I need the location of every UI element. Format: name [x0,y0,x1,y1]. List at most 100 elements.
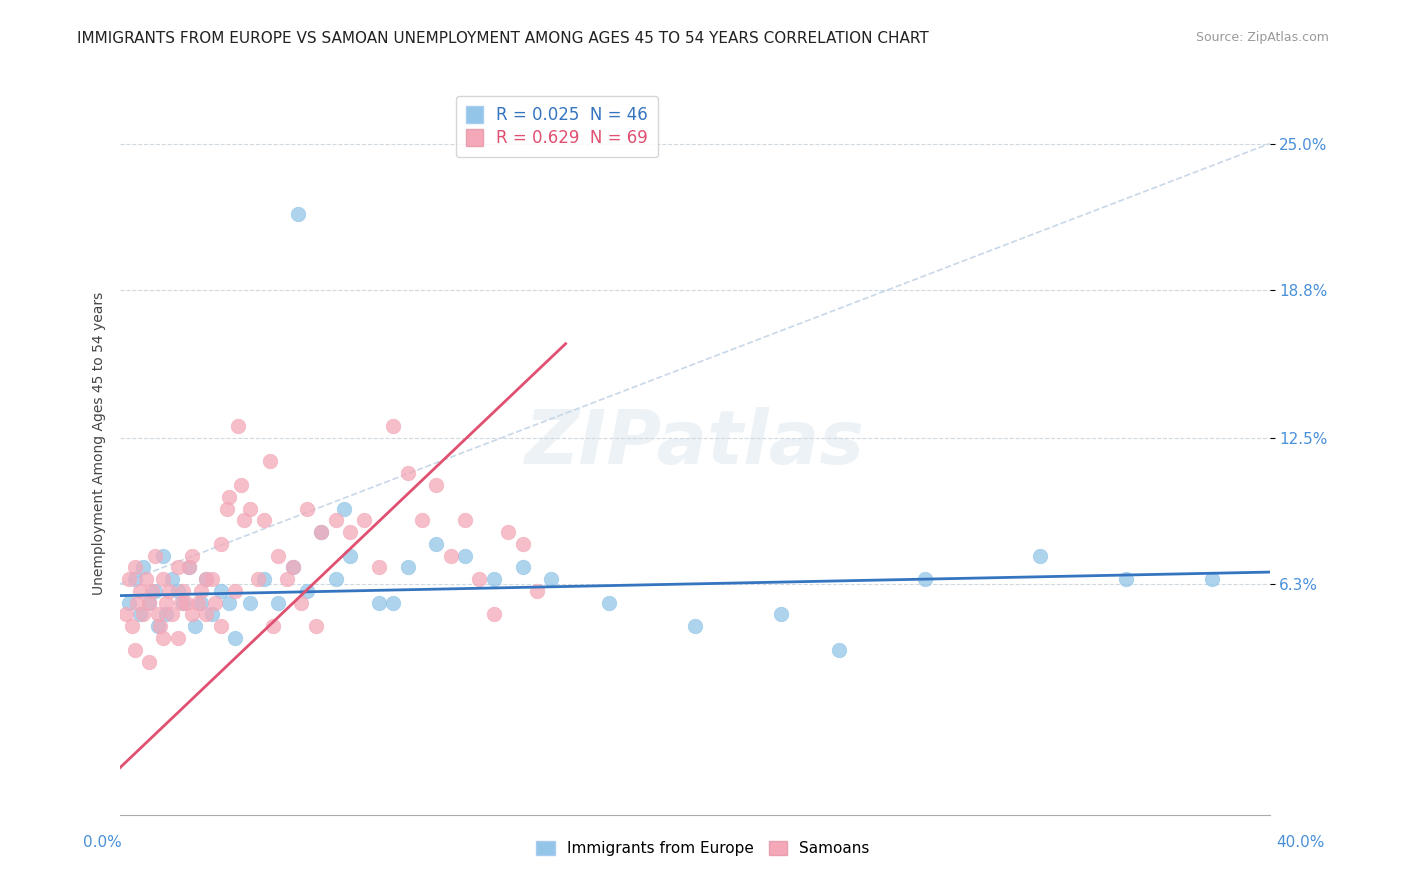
Point [129,583,152,598]
Legend: R = 0.025  N = 46, R = 0.629  N = 69: R = 0.025 N = 46, R = 0.629 N = 69 [456,96,658,158]
Point [155,596,177,610]
Point [209,583,232,598]
Point [190,583,212,598]
Point [146,619,169,633]
Point [253,513,276,527]
Point [138,655,160,669]
Point [143,583,166,598]
Point [382,596,405,610]
Point [179,560,201,574]
Point [598,596,620,610]
Point [526,583,548,598]
Point [683,619,706,633]
Text: ZIPatlas: ZIPatlas [524,408,865,480]
Point [195,572,218,586]
Point [143,549,166,563]
Point [1201,572,1223,586]
Point [124,572,146,586]
Point [160,572,183,586]
Point [172,583,194,598]
Point [121,619,143,633]
Point [512,537,534,551]
Point [304,619,326,633]
Point [129,607,152,622]
Point [259,454,281,468]
Point [138,596,160,610]
Point [267,549,290,563]
Point [396,560,419,574]
Point [184,619,207,633]
Point [396,466,419,480]
Point [512,560,534,574]
Text: Source: ZipAtlas.com: Source: ZipAtlas.com [1195,31,1329,45]
Point [124,642,146,657]
Point [311,524,333,539]
Point [224,583,246,598]
Point [218,490,240,504]
Point [152,572,174,586]
Point [367,596,389,610]
Legend: Immigrants from Europe, Samoans: Immigrants from Europe, Samoans [530,835,876,862]
Point [339,524,361,539]
Point [325,513,347,527]
Point [238,596,260,610]
Point [333,501,356,516]
Point [229,478,252,492]
Point [149,619,172,633]
Point [411,513,433,527]
Point [226,419,249,434]
Point [247,572,270,586]
Point [152,631,174,645]
Point [267,596,290,610]
Point [160,607,183,622]
Point [382,419,405,434]
Point [209,619,232,633]
Point [276,572,298,586]
Point [201,572,224,586]
Point [135,572,157,586]
Point [141,583,163,598]
Text: 40.0%: 40.0% [1277,836,1324,850]
Point [166,631,188,645]
Point [172,596,194,610]
Y-axis label: Unemployment Among Ages 45 to 54 years: Unemployment Among Ages 45 to 54 years [93,293,107,595]
Point [281,560,304,574]
Point [468,572,491,586]
Point [1029,549,1052,563]
Point [311,524,333,539]
Text: 0.0%: 0.0% [83,836,122,850]
Point [827,642,849,657]
Point [224,631,246,645]
Point [482,607,505,622]
Point [232,513,254,527]
Point [166,560,188,574]
Point [181,607,204,622]
Point [440,549,463,563]
Point [166,583,188,598]
Point [218,596,240,610]
Point [201,607,224,622]
Point [187,596,209,610]
Point [287,207,309,221]
Point [179,560,201,574]
Point [295,501,318,516]
Point [1115,572,1137,586]
Point [118,596,141,610]
Point [482,572,505,586]
Point [454,549,477,563]
Point [367,560,389,574]
Text: IMMIGRANTS FROM EUROPE VS SAMOAN UNEMPLOYMENT AMONG AGES 45 TO 54 YEARS CORRELAT: IMMIGRANTS FROM EUROPE VS SAMOAN UNEMPLO… [77,31,929,46]
Point [540,572,562,586]
Point [157,583,180,598]
Point [425,478,447,492]
Point [290,596,312,610]
Point [181,549,204,563]
Point [262,619,284,633]
Point [339,549,361,563]
Point [215,501,238,516]
Point [496,524,519,539]
Point [325,572,347,586]
Point [209,537,232,551]
Point [118,572,141,586]
Point [204,596,226,610]
